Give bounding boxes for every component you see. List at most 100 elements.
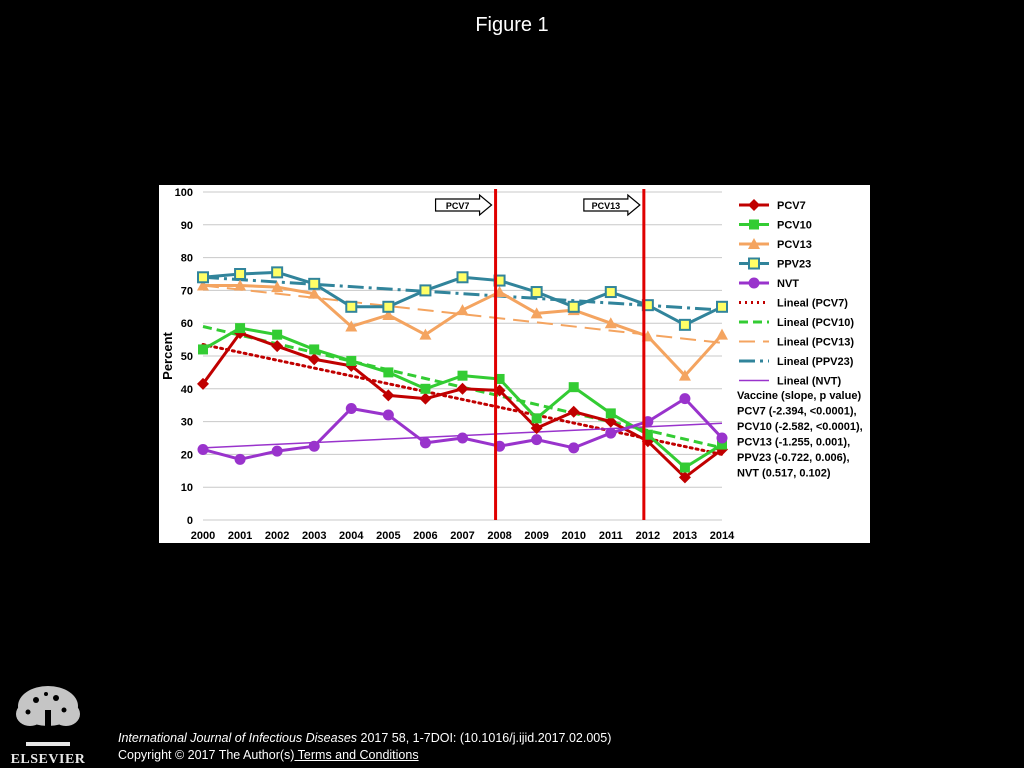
legend-marker (748, 277, 760, 289)
data-point-nvt (716, 432, 728, 444)
data-point-pcv7 (308, 353, 321, 366)
data-point-pcv10 (605, 408, 616, 419)
y-tick-label: 70 (181, 285, 193, 297)
line-chart: 0 10 20 30 40 50 60 70 80 90 100 2000 2001 2002 2003 20… (160, 187, 863, 542)
data-point-pcv10 (198, 344, 208, 355)
data-point-nvt (568, 442, 580, 454)
terms-and-conditions-link[interactable]: Terms and Conditions (294, 748, 419, 762)
data-point-pcv7 (567, 405, 580, 418)
x-tick-label: 2010 (561, 530, 585, 542)
x-tick-label: 2005 (376, 530, 400, 542)
data-point-pcv13 (345, 320, 358, 332)
x-tick-label: 2012 (636, 530, 660, 542)
data-point-pcv7 (419, 392, 432, 405)
legend-label: Lineal (NVT) (777, 376, 842, 388)
legend-marker (748, 199, 760, 211)
data-point-pcv10 (642, 429, 653, 440)
x-tick-label: 2003 (302, 530, 326, 542)
data-point-pcv13 (456, 304, 469, 316)
data-point-ppv23 (678, 318, 691, 331)
data-point-nvt (345, 402, 357, 414)
data-point-pcv10 (717, 439, 727, 450)
y-tick-label: 0 (187, 515, 193, 527)
data-point-pcv7 (197, 377, 209, 390)
data-point-nvt (197, 443, 209, 455)
data-point-pcv7 (382, 389, 395, 402)
x-tick-label: 2000 (191, 530, 215, 542)
data-point-ppv23 (604, 286, 617, 299)
data-point-nvt (419, 437, 431, 449)
y-tick-label: 30 (181, 417, 193, 429)
data-point-nvt (531, 434, 543, 446)
data-point-ppv23 (382, 300, 395, 313)
data-point-ppv23 (271, 266, 284, 279)
y-tick-label: 80 (181, 253, 193, 265)
data-point-pcv10 (383, 367, 394, 378)
x-tick-label: 2002 (265, 530, 289, 542)
x-tick-label: 2014 (710, 530, 735, 542)
y-axis-label: Percent (160, 331, 175, 379)
data-point-pcv13 (604, 317, 617, 329)
legend-label: PPV23 (777, 259, 811, 271)
x-tick-label: 2007 (450, 530, 474, 542)
data-point-pcv10 (568, 382, 579, 393)
data-point-ppv23 (345, 300, 358, 313)
data-point-nvt (605, 427, 617, 439)
data-point-pcv13 (716, 328, 728, 340)
x-tick-label: 2006 (413, 530, 437, 542)
data-point-ppv23 (308, 277, 321, 290)
stats-line: NVT (0.517, 0.102) (737, 468, 831, 480)
y-tick-label: 90 (181, 220, 193, 232)
vaccine-arrow-label: PCV7 (446, 201, 470, 211)
citation-journal: International Journal of Infectious Dise… (118, 731, 358, 745)
y-tick-label: 100 (175, 187, 193, 199)
copyright-text: Copyright © 2017 The Author(s) (118, 748, 295, 762)
elsevier-wordmark: ELSEVIER (11, 752, 86, 766)
vaccine-arrow-label: PCV13 (592, 201, 621, 211)
legend-label: Lineal (PCV7) (777, 298, 848, 310)
data-point-pcv10 (346, 355, 357, 366)
vaccine-arrow (434, 193, 493, 217)
data-point-pcv13 (197, 279, 209, 291)
data-point-pcv13 (678, 369, 691, 381)
y-tick-label: 40 (181, 384, 193, 396)
y-tick-label: 50 (181, 351, 193, 363)
data-point-ppv23 (530, 286, 543, 299)
x-tick-label: 2004 (339, 530, 364, 542)
data-point-nvt (308, 440, 320, 452)
data-point-pcv10 (531, 413, 542, 424)
x-tick-label: 2001 (228, 530, 252, 542)
data-point-nvt (457, 432, 468, 444)
data-point-pcv10 (272, 329, 283, 340)
legend-marker (748, 238, 760, 249)
data-point-pcv10 (679, 462, 690, 473)
data-point-pcv13 (271, 281, 284, 293)
elsevier-tree-logo: ELSEVIER (8, 680, 88, 766)
data-point-ppv23 (456, 271, 469, 284)
figure-chart: 0 10 20 30 40 50 60 70 80 90 100 2000 2001 2002 2003 20… (159, 185, 870, 543)
data-point-pcv7 (530, 422, 543, 435)
data-point-pcv7 (271, 340, 284, 353)
x-tick-label: 2013 (673, 530, 697, 542)
data-point-nvt (679, 393, 691, 405)
data-point-ppv23 (419, 284, 432, 297)
legend-label: Lineal (PPV23) (777, 356, 854, 368)
stats-line: PCV7 (-2.394, <0.0001), (737, 406, 857, 418)
x-tick-label: 2008 (487, 530, 511, 542)
data-point-pcv10 (309, 344, 320, 355)
data-point-pcv7 (678, 471, 691, 484)
stats-line: PCV13 (-1.255, 0.001), (737, 437, 850, 449)
y-tick-label: 60 (181, 318, 193, 330)
stats-line: Vaccine (slope, p value) (737, 390, 861, 402)
data-point-pcv10 (235, 323, 246, 334)
data-point-nvt (382, 409, 394, 421)
data-point-nvt (234, 453, 246, 465)
copyright-line: Copyright © 2017 The Author(s) Terms and… (118, 748, 419, 762)
data-point-nvt (271, 445, 283, 457)
data-point-pcv13 (419, 328, 432, 340)
legend-marker (749, 219, 759, 230)
data-point-pcv7 (604, 415, 617, 428)
x-tick-label: 2009 (524, 530, 548, 542)
data-point-pcv10 (420, 383, 431, 394)
legend-label: PCV13 (777, 239, 812, 251)
